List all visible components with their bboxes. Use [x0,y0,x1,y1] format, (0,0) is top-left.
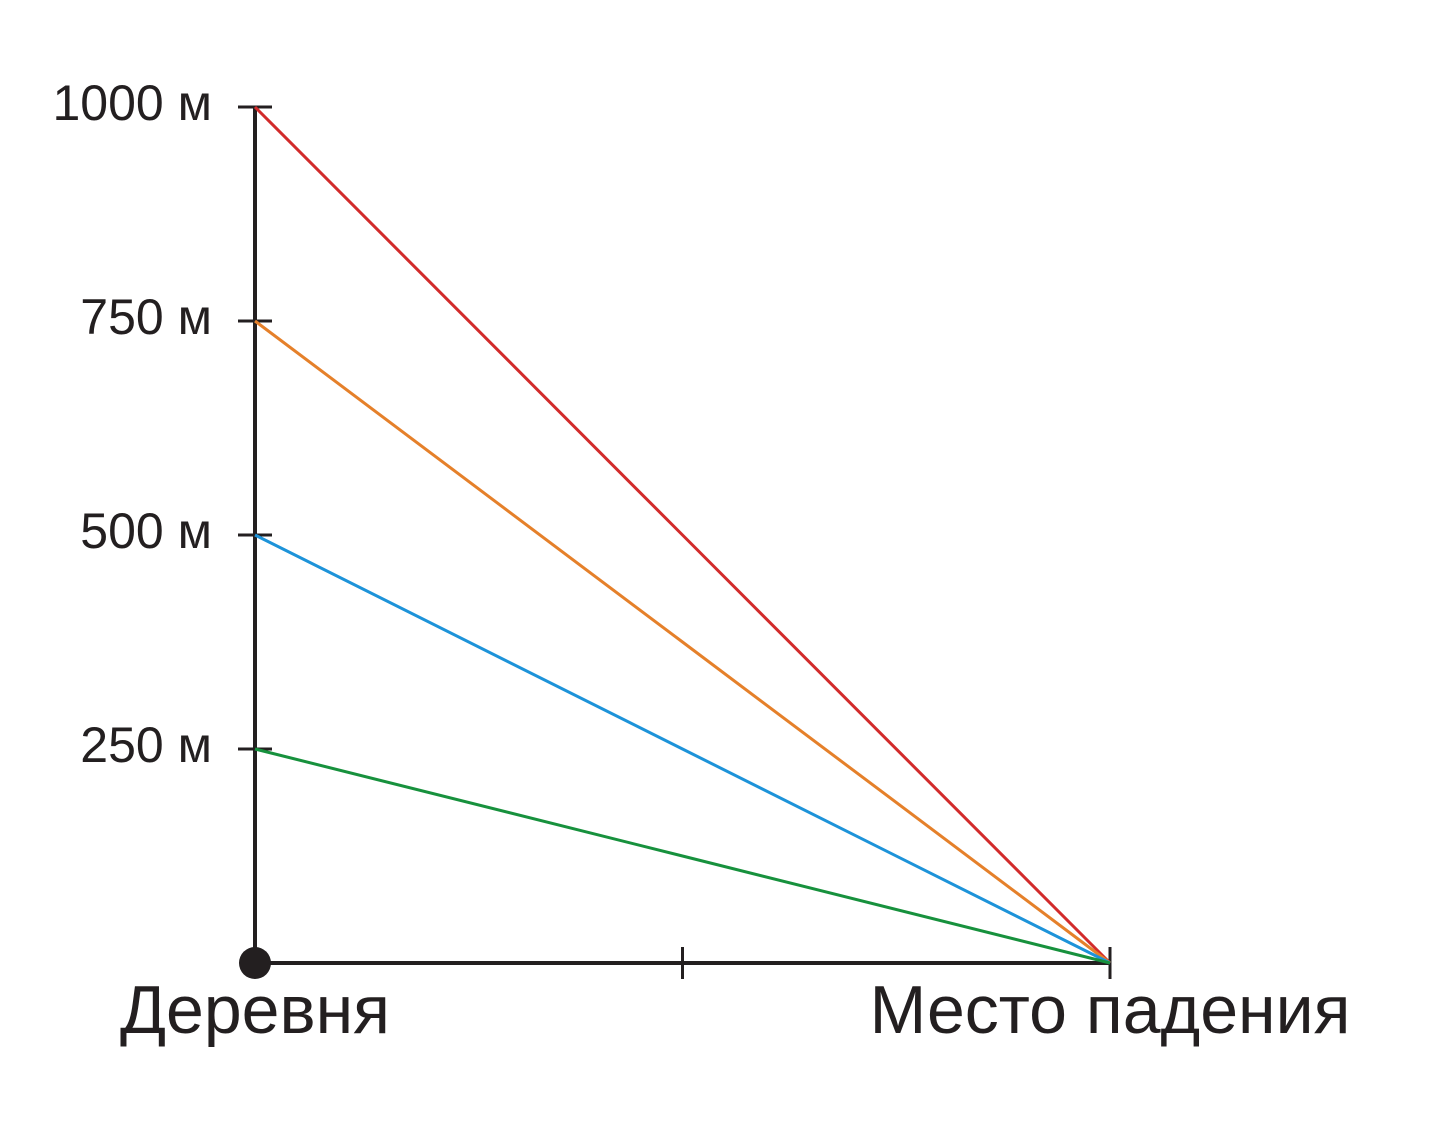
y-tick-label: 500 м [80,503,212,559]
x-tick-label: Место падения [870,972,1351,1048]
line [254,533,1111,965]
line [254,747,1111,965]
x-tick-label: Деревня [120,972,390,1048]
line [254,319,1111,965]
y-tick-label: 750 м [80,289,212,345]
y-tick-label: 1000 м [53,75,213,131]
line [253,105,1112,965]
origin-dot [239,947,271,979]
y-tick-label: 250 м [80,717,212,773]
